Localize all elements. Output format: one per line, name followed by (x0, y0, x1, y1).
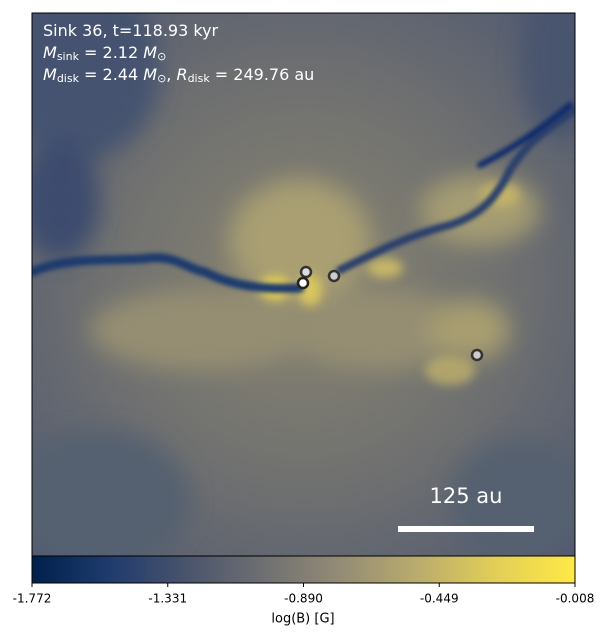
annotation-segment: M (143, 43, 157, 62)
annotation-segment: = 2.44 (79, 65, 143, 84)
colorbar-tick-label: -1.331 (148, 592, 187, 606)
colorbar: -1.772 -1.331 -0.890 -0.449 -0.008 (13, 555, 595, 606)
annotation-segment: M (143, 65, 157, 84)
annotation-segment: disk (57, 72, 80, 85)
colorbar-tick-label: -0.008 (556, 592, 595, 606)
annotation-segment: = 2.12 (79, 43, 143, 62)
annotation-segment: = 249.76 au (210, 65, 315, 84)
annotation-line: Sink 36, t=118.93 kyr (43, 21, 219, 40)
colorbar-label: log(B) [G] (271, 612, 334, 627)
field-image (32, 13, 575, 556)
scale-bar (398, 526, 534, 532)
annotation-line: Mdisk = 2.44 M⊙, Rdisk = 249.76 au (43, 65, 314, 86)
annotation-segment: M (43, 65, 57, 84)
colorbar-tick-label: -1.772 (13, 592, 52, 606)
colorbar-gradient (31, 555, 576, 584)
annotation-segment: M (43, 43, 57, 62)
annotation-segment: Sink 36, t=118.93 kyr (43, 21, 219, 40)
scale-bar-label: 125 au (430, 484, 503, 508)
colorbar-tick-label: -0.449 (420, 592, 459, 606)
annotation-segment: disk (188, 72, 211, 85)
annotation-segment: ⊙ (157, 72, 166, 85)
annotation-segment: R (176, 65, 187, 84)
sink-marker (296, 276, 310, 290)
annotation-segment: sink (57, 50, 80, 63)
sink-marker (470, 348, 484, 362)
sink-marker (299, 265, 313, 279)
annotation-segment: ⊙ (157, 50, 166, 63)
annotation-line: Msink = 2.12 M⊙ (43, 43, 166, 64)
sink-marker (327, 269, 341, 283)
annotation-segment: , (166, 65, 176, 84)
colorbar-tick-label: -0.890 (284, 592, 323, 606)
sink-markers (296, 265, 484, 362)
